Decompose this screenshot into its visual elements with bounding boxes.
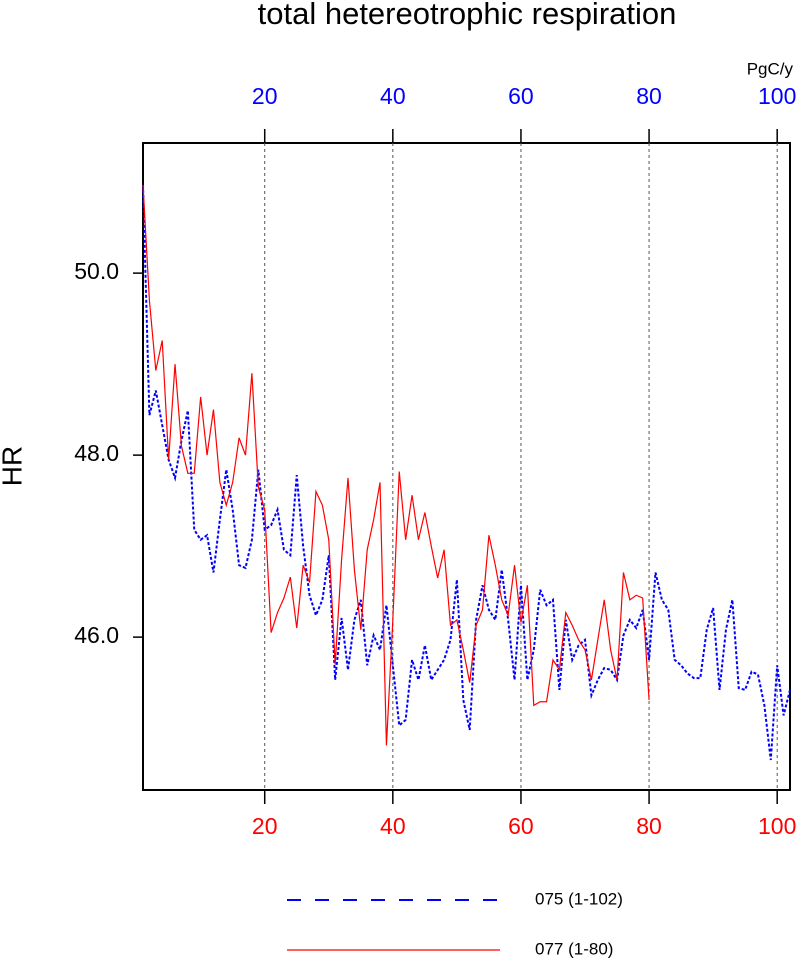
x2-tick-label: 80 (636, 83, 662, 109)
x-tick-label: 20 (252, 813, 278, 839)
y-tick-label: 50.0 (74, 258, 119, 284)
x2-tick-label: 40 (380, 83, 406, 109)
units-label: PgC/y (747, 59, 794, 78)
series-line (142, 184, 791, 761)
y-tick-label: 48.0 (74, 440, 119, 466)
x-tick-label: 60 (508, 813, 534, 839)
x-tick-label: 80 (636, 813, 662, 839)
x-tick-label: 100 (758, 813, 796, 839)
plot-frame (142, 142, 791, 791)
y-tick-label: 46.0 (74, 622, 119, 648)
legend-label: 075 (1-102) (535, 889, 623, 908)
x2-tick-label: 100 (758, 83, 796, 109)
legend-label: 077 (1-80) (535, 939, 613, 958)
chart-title: total hetereotrophic respiration (258, 0, 677, 31)
x2-tick-label: 20 (252, 83, 278, 109)
x2-tick-label: 60 (508, 83, 534, 109)
series-line (142, 184, 650, 746)
y-axis-label: HR (0, 446, 27, 486)
x-tick-label: 40 (380, 813, 406, 839)
